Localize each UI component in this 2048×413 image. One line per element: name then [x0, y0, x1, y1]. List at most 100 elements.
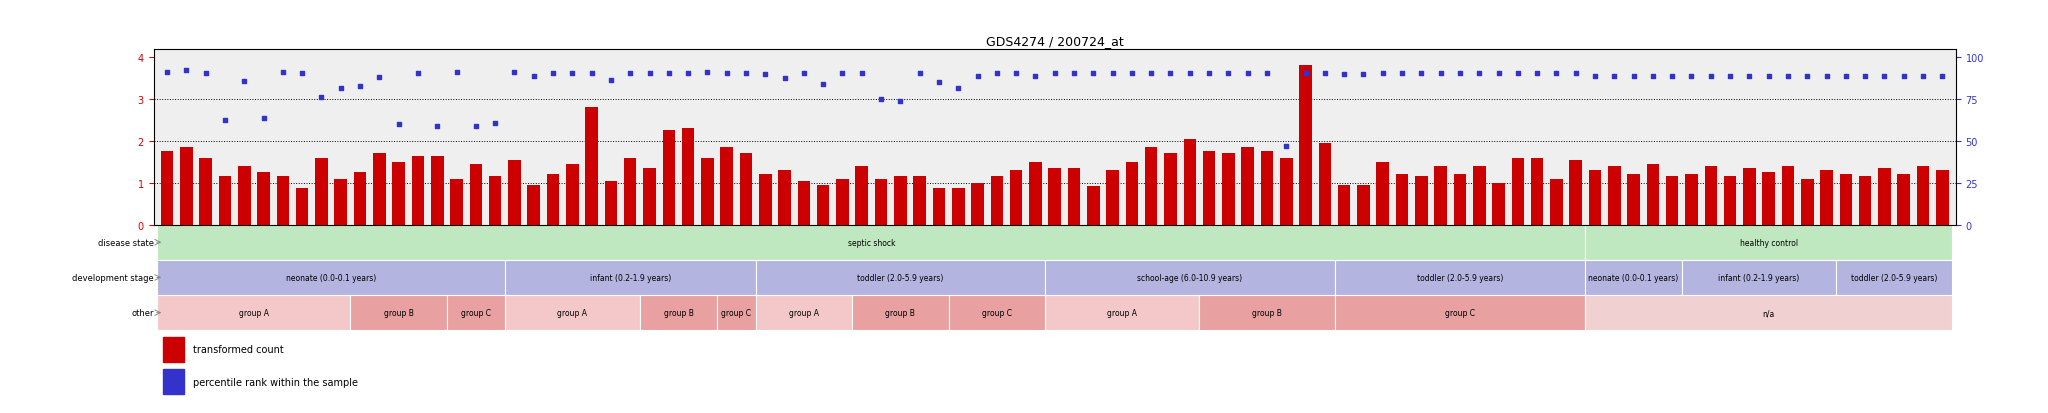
Bar — [1686, 175, 1698, 225]
Bar — [639, 295, 717, 330]
Point — [1925, 74, 1958, 80]
Point — [479, 121, 512, 127]
Point — [672, 71, 705, 77]
Point — [1790, 74, 1823, 80]
Bar — [489, 177, 502, 225]
Bar — [199, 158, 213, 225]
Point — [1733, 74, 1765, 80]
Bar — [1608, 166, 1620, 225]
Bar — [469, 164, 481, 225]
Text: group A: group A — [240, 309, 268, 317]
Bar — [797, 181, 811, 225]
Point — [305, 94, 338, 101]
Bar — [1821, 171, 1833, 225]
Bar — [932, 188, 946, 225]
Bar — [1241, 148, 1253, 225]
Bar — [158, 295, 350, 330]
Bar — [1511, 158, 1524, 225]
Point — [1636, 74, 1669, 80]
Point — [1655, 74, 1688, 80]
Text: group A: group A — [557, 309, 588, 317]
Bar — [1415, 177, 1427, 225]
Point — [1116, 71, 1149, 77]
Bar — [991, 177, 1004, 225]
Bar — [162, 337, 184, 362]
Point — [1405, 71, 1438, 77]
Bar — [350, 295, 446, 330]
Point — [1327, 71, 1360, 78]
Point — [1174, 71, 1206, 77]
Point — [1444, 71, 1477, 77]
Point — [1829, 74, 1862, 80]
Text: group A: group A — [1108, 309, 1137, 317]
Bar — [1665, 177, 1679, 225]
Point — [1057, 71, 1090, 77]
Bar — [1044, 260, 1335, 295]
Bar — [625, 158, 637, 225]
Bar — [913, 177, 926, 225]
Bar — [354, 173, 367, 225]
Text: percentile rank within the sample: percentile rank within the sample — [193, 377, 358, 387]
Point — [459, 123, 492, 130]
Bar — [393, 162, 406, 225]
Bar — [778, 171, 791, 225]
Point — [362, 75, 395, 81]
Bar — [604, 181, 616, 225]
Bar — [334, 179, 346, 225]
Point — [885, 98, 918, 105]
Point — [1386, 71, 1419, 77]
Text: group B: group B — [664, 309, 694, 317]
Bar — [1530, 158, 1544, 225]
Bar — [1493, 183, 1505, 225]
Point — [152, 69, 184, 76]
Text: infant (0.2-1.9 years): infant (0.2-1.9 years) — [590, 273, 672, 282]
Text: toddler (2.0-5.9 years): toddler (2.0-5.9 years) — [858, 273, 944, 282]
Bar — [238, 166, 250, 225]
Bar — [451, 179, 463, 225]
Bar — [817, 185, 829, 225]
Bar — [1298, 66, 1313, 225]
Point — [188, 71, 221, 77]
Bar — [565, 164, 580, 225]
Bar — [700, 158, 713, 225]
Text: group A: group A — [788, 309, 819, 317]
Point — [170, 67, 203, 74]
Bar — [258, 173, 270, 225]
Bar — [1839, 175, 1851, 225]
Point — [1559, 71, 1591, 77]
Bar — [1335, 295, 1585, 330]
Bar — [528, 185, 541, 225]
Bar — [504, 260, 756, 295]
Text: group C: group C — [461, 309, 492, 317]
Point — [209, 117, 242, 124]
Point — [324, 86, 356, 93]
Bar — [756, 260, 1044, 295]
Bar — [547, 175, 559, 225]
Bar — [874, 179, 887, 225]
Point — [807, 82, 840, 88]
Bar — [682, 129, 694, 225]
Bar — [1337, 185, 1350, 225]
Bar — [1280, 158, 1292, 225]
Point — [1540, 71, 1573, 77]
Text: neonate (0.0-0.1 years): neonate (0.0-0.1 years) — [287, 273, 377, 282]
Bar — [219, 177, 231, 225]
Point — [555, 71, 588, 77]
Bar — [1628, 175, 1640, 225]
Title: GDS4274 / 200724_at: GDS4274 / 200724_at — [985, 36, 1124, 48]
Text: group B: group B — [383, 309, 414, 317]
Bar — [1585, 295, 1952, 330]
Point — [1849, 74, 1882, 80]
Point — [383, 121, 416, 128]
Point — [401, 71, 434, 77]
Point — [768, 76, 801, 82]
Bar — [1681, 260, 1837, 295]
Bar — [1837, 260, 1952, 295]
Point — [1135, 71, 1167, 77]
Point — [1675, 74, 1708, 80]
Point — [690, 69, 723, 76]
Bar — [162, 369, 184, 394]
Point — [1155, 71, 1188, 77]
Point — [537, 71, 569, 77]
Point — [1868, 74, 1901, 80]
